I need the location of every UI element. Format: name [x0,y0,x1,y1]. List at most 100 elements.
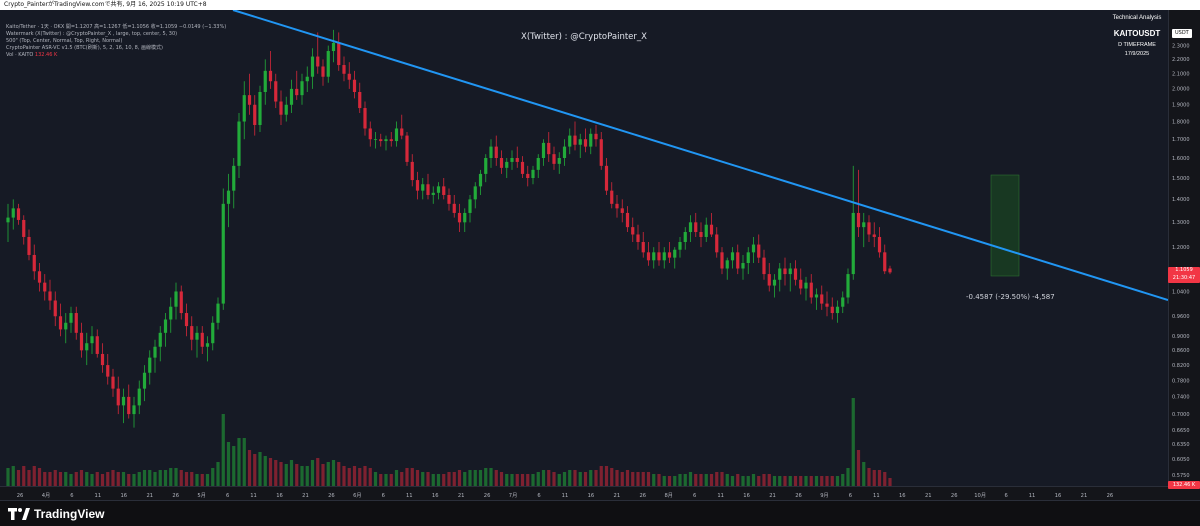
candle[interactable] [100,343,105,373]
candle[interactable] [310,48,315,89]
candle[interactable] [226,173,231,228]
candle[interactable] [373,132,378,149]
candle[interactable] [331,29,336,63]
candle[interactable] [683,227,687,250]
candle[interactable] [116,376,120,415]
candle[interactable] [704,217,708,243]
candle[interactable] [867,215,871,243]
candle[interactable] [431,186,435,204]
candle[interactable] [478,169,483,195]
candle[interactable] [667,242,672,264]
candle[interactable] [825,291,829,317]
candle[interactable] [725,257,729,280]
candle[interactable] [520,156,525,178]
candle[interactable] [179,285,183,320]
candle[interactable] [699,222,703,248]
candle[interactable] [888,265,892,275]
candle[interactable] [589,128,593,155]
candle[interactable] [163,313,168,347]
candle[interactable] [536,154,540,178]
candle[interactable] [552,146,556,170]
candle[interactable] [515,146,519,168]
candle[interactable] [137,380,141,415]
candle[interactable] [11,199,15,230]
candle[interactable] [662,247,666,269]
candle[interactable] [657,242,661,266]
candle[interactable] [578,133,582,159]
candle[interactable] [205,336,210,362]
candle[interactable] [814,288,819,310]
candle[interactable] [715,227,719,258]
candle[interactable] [620,199,624,223]
candle[interactable] [841,291,845,314]
candle[interactable] [48,279,52,310]
candle[interactable] [526,165,530,187]
candle[interactable] [426,173,430,200]
candle[interactable] [379,133,383,147]
candle[interactable] [352,70,357,99]
candle[interactable] [442,178,446,200]
candle[interactable] [363,101,367,136]
candle[interactable] [6,203,10,243]
candle[interactable] [599,132,603,170]
candle[interactable] [799,268,803,295]
candle[interactable] [347,62,351,89]
candle[interactable] [405,132,409,166]
candle[interactable] [384,135,388,151]
candle[interactable] [410,154,414,187]
candle[interactable] [573,121,577,151]
candle[interactable] [389,132,393,147]
candle[interactable] [279,90,283,125]
candle[interactable] [541,139,546,166]
candle[interactable] [636,224,640,250]
candle[interactable] [326,45,330,83]
candle[interactable] [58,303,63,337]
candle[interactable] [767,263,771,292]
candle[interactable] [258,85,262,133]
candle[interactable] [804,276,808,301]
candle[interactable] [615,194,619,218]
candle[interactable] [583,128,588,153]
candle[interactable] [820,285,824,310]
candle[interactable] [557,152,561,174]
candle[interactable] [316,32,320,74]
candle[interactable] [457,203,462,233]
candle[interactable] [305,66,309,92]
candle[interactable] [200,326,204,354]
candle[interactable] [27,229,31,261]
candle[interactable] [394,121,399,147]
candle[interactable] [594,124,598,147]
candle[interactable] [694,212,698,237]
candle[interactable] [415,171,420,200]
candle[interactable] [809,274,813,304]
candle[interactable] [673,247,677,269]
candle[interactable] [169,297,173,333]
chart-area[interactable]: Kaito/Tether · 1天 · OKX 開=1.1207 高=1.126… [0,10,1168,486]
candle[interactable] [43,274,47,301]
candle[interactable] [289,79,294,114]
candle[interactable] [494,135,498,166]
candle[interactable] [400,114,404,140]
candle[interactable] [142,365,147,402]
candle[interactable] [688,215,693,243]
candle[interactable] [783,257,787,286]
candle[interactable] [872,222,876,248]
candle[interactable] [195,326,199,358]
candle[interactable] [190,316,194,351]
candle[interactable] [751,236,756,264]
candle[interactable] [778,263,782,292]
candle[interactable] [421,178,425,200]
candle[interactable] [631,217,635,243]
candle[interactable] [568,128,572,155]
candle[interactable] [211,316,215,351]
candle[interactable] [757,234,761,264]
candle[interactable] [604,158,609,195]
candle[interactable] [284,96,288,122]
candle[interactable] [505,158,509,178]
candle[interactable] [16,203,21,225]
candle[interactable] [736,244,740,275]
candle[interactable] [883,244,887,275]
candle[interactable] [158,326,162,362]
price-axis[interactable]: 2.3000 2.2000 2.1000 2.0000 1.9000 1.8000 1.70… [1168,10,1200,486]
candle[interactable] [772,274,777,298]
